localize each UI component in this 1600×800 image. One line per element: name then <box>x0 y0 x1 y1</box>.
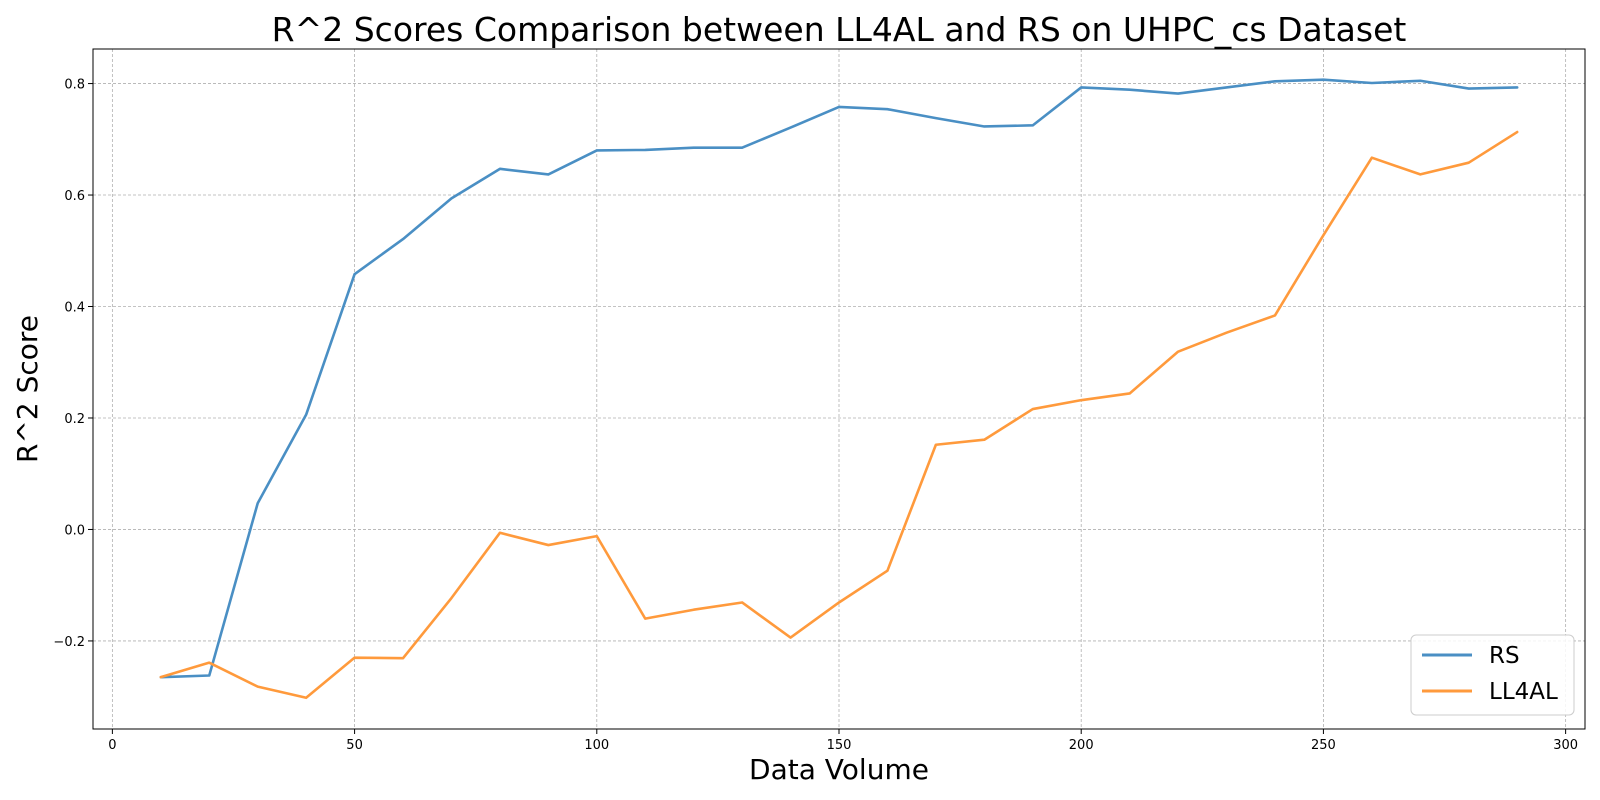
series-lines <box>159 78 1519 700</box>
x-tick-label: 250 <box>1311 738 1336 753</box>
y-tick-label: 0.0 <box>64 523 85 538</box>
series-line-rs <box>159 78 1519 679</box>
x-tick-label: 100 <box>584 738 609 753</box>
y-tick-label: −0.2 <box>53 635 85 650</box>
y-axis-label: R^2 Score <box>11 315 44 463</box>
x-tick-label: 150 <box>827 738 852 753</box>
x-axis-ticks: 0 50 100 150 200 250 300 <box>108 729 1578 753</box>
legend-label-ll4al: LL4AL <box>1489 679 1558 705</box>
x-tick-label: 200 <box>1069 738 1094 753</box>
chart-title: R^2 Scores Comparison between LL4AL and … <box>272 10 1407 49</box>
y-tick-label: 0.4 <box>64 301 85 316</box>
y-tick-label: 0.6 <box>64 189 85 204</box>
legend: RS LL4AL <box>1410 634 1575 716</box>
y-tick-label: 0.8 <box>64 78 85 93</box>
x-tick-label: 300 <box>1553 738 1578 753</box>
x-axis-label: Data Volume <box>749 753 929 786</box>
y-tick-label: 0.2 <box>64 412 85 427</box>
grid <box>93 49 1585 729</box>
series-line-ll4al <box>159 130 1519 700</box>
x-tick-label: 50 <box>346 738 363 753</box>
x-tick-label: 0 <box>108 738 116 753</box>
legend-label-rs: RS <box>1489 643 1520 669</box>
y-axis-ticks: −0.2 0.0 0.2 0.4 0.6 0.8 <box>53 78 93 650</box>
